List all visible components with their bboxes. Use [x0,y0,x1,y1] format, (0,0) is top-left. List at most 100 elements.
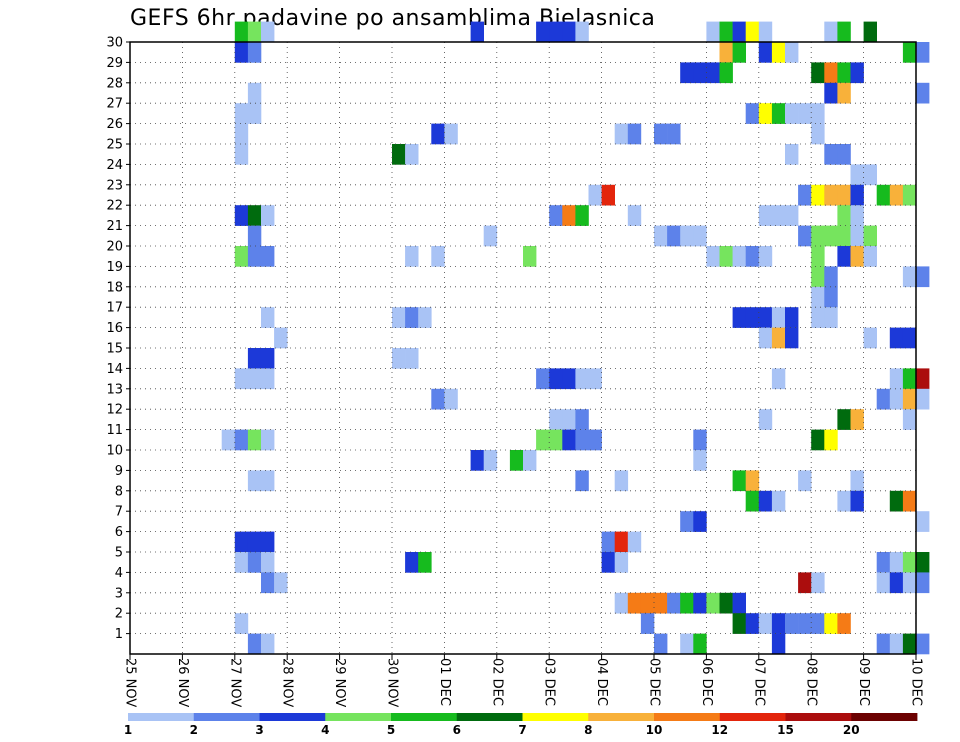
heatmap-cell [811,225,825,247]
heatmap-cell [588,429,602,451]
heatmap-cell [274,327,288,349]
heatmap-cell [824,225,838,247]
y-tick-label: 8 [115,484,123,499]
grid-layer [130,42,916,654]
heatmap-cell [405,307,419,328]
y-tick-label: 22 [106,199,123,214]
heatmap-cell [614,552,629,573]
heatmap-cell [758,409,773,430]
heatmap-cell [758,327,773,349]
heatmap-cell [889,572,904,594]
heatmap-cell [811,307,825,328]
heatmap-cell [693,62,707,84]
y-tick-label: 25 [106,138,123,153]
colorbar-label: 1 [124,723,132,737]
colorbar-label: 8 [584,723,592,737]
heatmap-cell [261,572,275,594]
heatmap-cell [444,388,458,410]
y-tick-label: 17 [106,301,123,316]
heatmap-cell [745,613,760,634]
heatmap-cell [654,633,668,655]
heatmap-cell [824,307,838,328]
heatmap-cell [549,409,563,430]
colorbar-label: 12 [711,723,728,737]
heatmap-cell [667,225,681,247]
heatmap-cell [261,368,275,390]
heatmap-cell [837,409,851,430]
heatmap-cell [824,286,838,308]
heatmap-cell [654,592,668,614]
heatmap-cell [247,348,262,369]
heatmap-cell [850,246,864,267]
heatmap-cell [889,368,904,390]
heatmap-cell [614,123,629,145]
heatmap-cell [234,552,249,573]
heatmap-cell [916,266,930,288]
heatmap-cell [876,552,891,573]
heatmap-cell [771,327,786,349]
heatmap-cell [889,552,904,573]
x-tick-label: 01 DEC [437,658,452,706]
heatmap-cell [732,592,746,614]
heatmap-cell [811,62,825,84]
heatmap-cell [850,409,864,430]
heatmap-cell [837,490,851,512]
heatmap-cell [261,205,275,226]
heatmap-cell [850,225,864,247]
heatmap-cell [562,205,576,226]
heatmap-cell [627,592,642,614]
heatmap-cell [902,368,917,390]
heatmap-cell [667,123,681,145]
y-tick-label: 27 [106,97,123,112]
heatmap-cell [431,388,445,410]
heatmap-cell [680,592,694,614]
heatmap-cell [837,184,851,206]
heatmap-cell [876,388,891,410]
heatmap-cell [667,592,681,614]
heatmap-cell [234,531,249,553]
x-tick-label: 05 DEC [647,658,662,706]
heatmap-cell [483,450,498,471]
heatmap-cell [261,246,275,267]
heatmap-cell [876,572,891,594]
heatmap-cell [247,225,262,247]
colorbar-label: 7 [518,723,526,737]
heatmap-cell [837,613,851,634]
heatmap-cell [247,42,262,63]
heatmap-cell [261,348,275,369]
heatmap-cell [431,246,445,267]
heatmap-cell [261,307,275,328]
heatmap-cell [247,205,262,226]
heatmap-cell [916,388,930,410]
x-tick-label: 28 NOV [280,658,295,707]
heatmap-cell [916,511,930,532]
heatmap-cell [562,409,576,430]
y-tick-label: 9 [115,464,123,479]
heatmap-cell [758,307,773,328]
heatmap-cell [234,21,249,43]
heatmap-cell [850,164,864,186]
heatmap-cell [274,572,288,594]
heatmap-cell [261,21,275,43]
heatmap-cell [575,429,589,451]
heatmap-cell [732,307,746,328]
heatmap-cell [732,246,746,267]
heatmap-cell [601,552,615,573]
colorbar-segment [851,713,918,721]
heatmap-cell [719,246,733,267]
y-tick-label: 29 [106,56,123,71]
heatmap-cell [693,429,707,451]
heatmap-cell [261,470,275,492]
heatmap-cell [785,103,799,124]
heatmap-cell [837,82,851,104]
heatmap-cell [234,42,249,63]
heatmap-cell [536,368,550,390]
x-tick-label: 03 DEC [542,658,557,706]
heatmap-cell [640,613,655,634]
heatmap-cell [431,123,445,145]
heatmap-cell [234,368,249,390]
heatmap-cell [562,21,576,43]
heatmap-cell [549,21,563,43]
colorbar-label: 15 [777,723,794,737]
heatmap-cell [627,205,642,226]
